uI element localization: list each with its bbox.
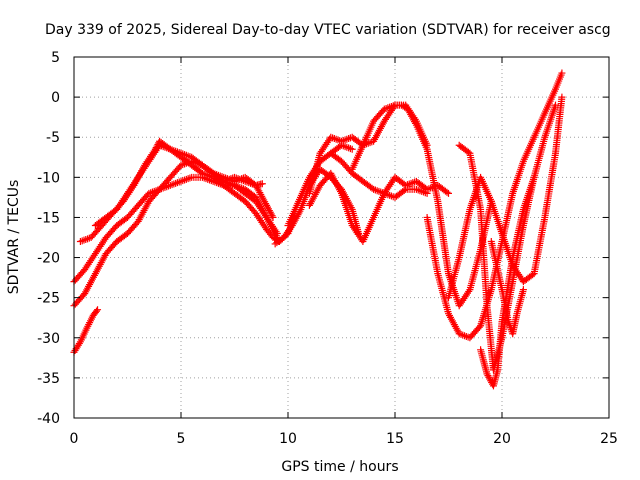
series-arc-7 (271, 165, 363, 248)
x-tick-label: 20 (493, 431, 511, 447)
x-tick-label: 15 (386, 431, 404, 447)
y-tick-label: -35 (37, 371, 60, 387)
series-arc-16 (477, 173, 538, 390)
series-arc-2 (70, 173, 298, 286)
data-point (558, 93, 566, 101)
chart-title: Day 339 of 2025, Sidereal Day-to-day VTE… (45, 22, 611, 38)
x-tick-label: 25 (600, 431, 618, 447)
grid-lines (74, 57, 609, 418)
y-tick-label: -25 (37, 291, 60, 307)
data-point (348, 145, 356, 153)
data-point (268, 212, 276, 220)
series-arc-12 (348, 101, 495, 310)
data-point (278, 235, 286, 243)
data-point (423, 189, 431, 197)
data-point (552, 101, 559, 109)
series-arc-5 (91, 141, 281, 237)
series-arc-15 (455, 101, 559, 374)
y-tick-label: -10 (37, 170, 60, 186)
data-point (530, 173, 538, 181)
series-arc-11 (327, 149, 431, 201)
data-point (273, 229, 281, 237)
data-point (287, 223, 295, 231)
data-point (94, 306, 102, 314)
series-arc-6 (198, 161, 266, 189)
data-point (443, 188, 451, 196)
y-tick-label: -30 (37, 331, 60, 347)
data-point (475, 323, 483, 331)
axis-ticks: 0 5 10 15 20 25 5 0 -5 -10 -15 -20 -25 -30 -35 -40 (37, 50, 618, 447)
data-point (92, 307, 100, 315)
data-point (445, 189, 452, 197)
data-point (400, 187, 408, 195)
plot-frame (73, 56, 610, 419)
x-tick-label: 5 (177, 431, 186, 447)
y-tick-label: -5 (46, 130, 60, 146)
series-arc-1 (70, 306, 102, 356)
y-tick-label: -15 (37, 210, 60, 226)
data-points (70, 69, 566, 390)
y-tick-label: -20 (37, 251, 60, 267)
y-tick-label: 0 (51, 90, 60, 106)
series-arc-17 (487, 238, 527, 338)
x-axis-label: GPS time / hours (281, 459, 398, 475)
x-tick-label: 10 (279, 431, 297, 447)
y-axis-label: SDTVAR / TECUs (6, 180, 22, 295)
x-tick-label: 0 (70, 431, 79, 447)
data-point (258, 180, 266, 188)
data-point (558, 69, 566, 77)
data-point (519, 286, 527, 294)
data-point (269, 213, 277, 221)
y-tick-label: 5 (51, 50, 60, 66)
y-tick-label: -40 (37, 411, 60, 427)
